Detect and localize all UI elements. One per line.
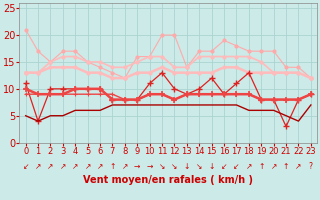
Text: ↗: ↗ xyxy=(122,162,128,171)
Text: ↗: ↗ xyxy=(72,162,78,171)
Text: ↗: ↗ xyxy=(47,162,54,171)
Text: →: → xyxy=(147,162,153,171)
Text: ↑: ↑ xyxy=(109,162,116,171)
Text: ?: ? xyxy=(309,162,313,171)
Text: ↘: ↘ xyxy=(171,162,178,171)
Text: ↘: ↘ xyxy=(196,162,203,171)
Text: ↙: ↙ xyxy=(221,162,227,171)
Text: ↓: ↓ xyxy=(208,162,215,171)
Text: ↗: ↗ xyxy=(97,162,103,171)
Text: ↙: ↙ xyxy=(22,162,29,171)
Text: ↗: ↗ xyxy=(60,162,66,171)
Text: ↗: ↗ xyxy=(35,162,41,171)
Text: ↑: ↑ xyxy=(283,162,289,171)
X-axis label: Vent moyen/en rafales ( km/h ): Vent moyen/en rafales ( km/h ) xyxy=(83,175,253,185)
Text: ↘: ↘ xyxy=(159,162,165,171)
Text: →: → xyxy=(134,162,140,171)
Text: ↗: ↗ xyxy=(270,162,277,171)
Text: ↗: ↗ xyxy=(84,162,91,171)
Text: ↑: ↑ xyxy=(258,162,264,171)
Text: ↓: ↓ xyxy=(184,162,190,171)
Text: ↗: ↗ xyxy=(246,162,252,171)
Text: ↗: ↗ xyxy=(295,162,302,171)
Text: ↙: ↙ xyxy=(233,162,240,171)
